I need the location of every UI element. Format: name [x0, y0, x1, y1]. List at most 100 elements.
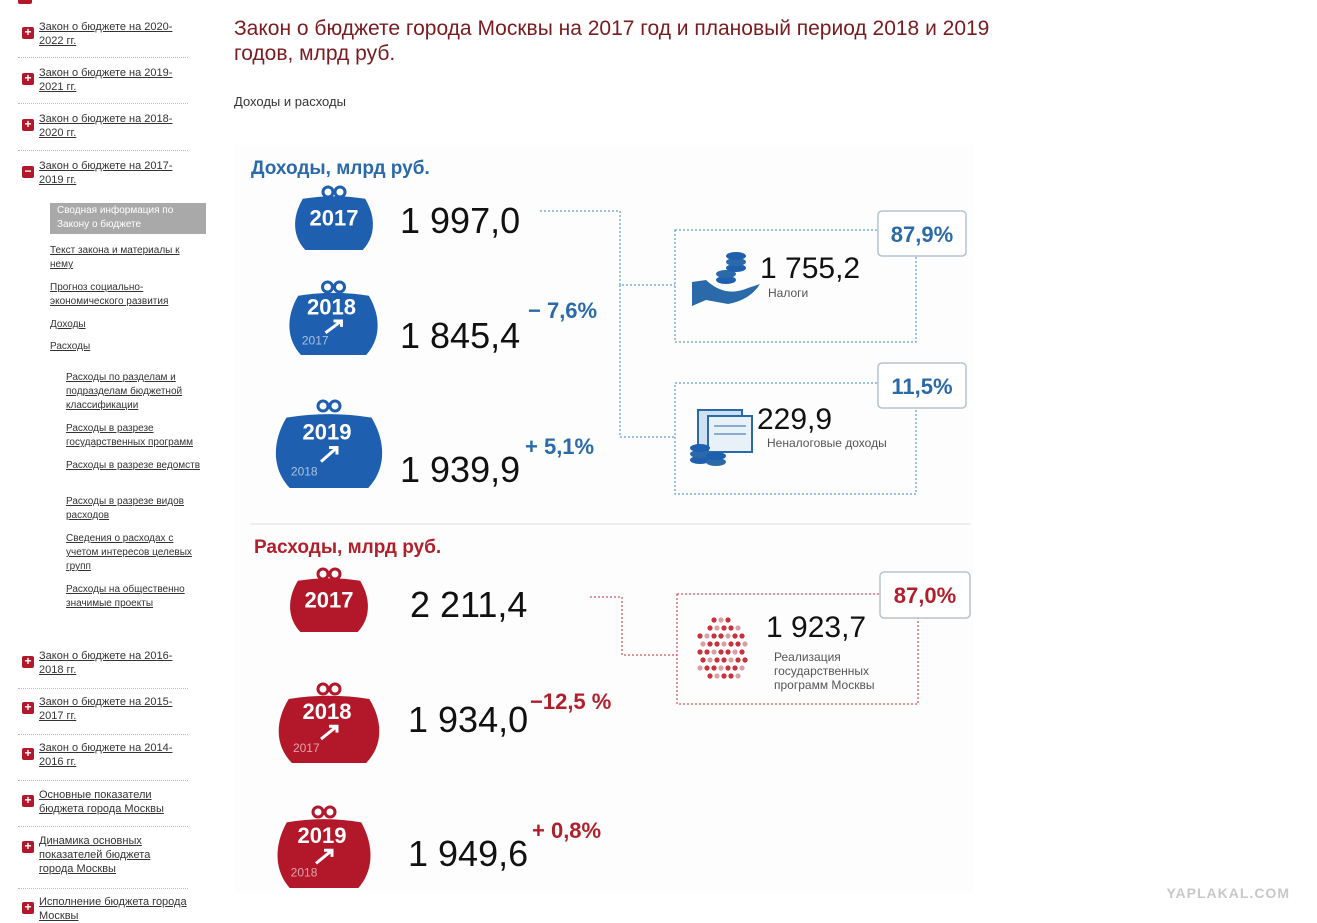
arrow: [320, 724, 339, 741]
submenu-link[interactable]: Расходы в разрезе ведомств: [66, 460, 201, 471]
menu-separator: [18, 150, 188, 151]
expand-icon[interactable]: +: [22, 901, 34, 914]
menu-separator: [18, 826, 188, 827]
menu-separator: [18, 734, 188, 735]
menu-link[interactable]: Закон о бюджете на 2017-2019 гг.: [39, 160, 173, 186]
part-value: 1 755,2: [760, 252, 860, 285]
purse-base-year: 2017: [302, 334, 329, 348]
dot: [721, 657, 727, 663]
watermark: YAPLAKAL.COM: [1167, 885, 1291, 901]
year-change: −12,5 %: [530, 689, 611, 714]
dot: [739, 633, 745, 639]
submenu-link[interactable]: Расходы в разрезе государственных програ…: [66, 423, 194, 448]
dot: [707, 673, 713, 679]
purse: 2017: [295, 185, 373, 250]
dot: [704, 633, 710, 639]
purse-year: 2018: [303, 699, 352, 724]
menu-link[interactable]: Закон о бюджете на 2015-2017 гг.: [39, 696, 173, 722]
expand-icon[interactable]: +: [22, 747, 34, 760]
menu-link[interactable]: Закон о бюджете на 2018-2020 гг.: [39, 113, 173, 139]
expand-icon[interactable]: +: [22, 72, 34, 85]
submenu-link[interactable]: Доходы: [50, 319, 86, 330]
expand-icon[interactable]: +: [22, 26, 34, 39]
submenu-link[interactable]: Расходы по разделам и подразделам бюджет…: [66, 372, 183, 411]
expand-icon[interactable]: +: [22, 655, 34, 668]
menu-icon: [18, 0, 32, 4]
dot: [721, 673, 727, 679]
menu-separator: [18, 888, 188, 889]
dot: [718, 649, 724, 655]
dot: [732, 649, 738, 655]
purse-year: 2017: [310, 206, 359, 231]
dot: [739, 665, 745, 671]
share-box: [877, 362, 967, 409]
dot: [739, 649, 745, 655]
submenu-link[interactable]: Прогноз социально-экономического развити…: [50, 282, 169, 307]
dot: [714, 625, 720, 631]
purse-clasp: [311, 805, 325, 819]
year-value: 1 845,4: [400, 315, 520, 356]
submenu-link[interactable]: Расходы: [50, 341, 91, 352]
purse-year: 2019: [303, 420, 352, 445]
menu-link[interactable]: Динамика основных показателей бюджета го…: [39, 835, 151, 875]
menu-link[interactable]: Исполнение бюджета города Москвы: [39, 896, 187, 922]
menu-separator: [18, 103, 188, 104]
expand-icon[interactable]: +: [22, 794, 34, 807]
dot: [725, 633, 731, 639]
dot: [721, 641, 727, 647]
dot: [725, 649, 731, 655]
dot: [735, 641, 741, 647]
purse: 2018 2017: [289, 280, 378, 355]
menu-link[interactable]: Основные показатели бюджета города Москв…: [39, 789, 164, 815]
menu-link[interactable]: Закон о бюджете на 2014-2016 гг.: [39, 742, 173, 768]
programs-icon: [697, 617, 748, 679]
taxes-icon: [692, 252, 760, 306]
dot: [697, 649, 703, 655]
dot: [700, 657, 706, 663]
dot: [711, 617, 717, 623]
income-title: Доходы, млрд руб.: [251, 158, 430, 179]
share-box: [877, 210, 967, 257]
submenu-link[interactable]: Текст закона и материалы к нему: [50, 245, 180, 270]
submenu-link[interactable]: Сводная информация по Закону о бюджете: [50, 203, 206, 234]
submenu-link[interactable]: Расходы в разрезе видов расходов: [66, 496, 184, 521]
menu-link[interactable]: Закон о бюджете на 2020-2022 гг.: [39, 21, 173, 47]
part-label: Неналоговые доходы: [767, 436, 887, 450]
purse-base-year: 2018: [291, 465, 318, 479]
dot: [711, 665, 717, 671]
dot: [707, 625, 713, 631]
purse-body: [277, 819, 371, 888]
purse-clasp: [323, 805, 337, 819]
expand-icon[interactable]: +: [22, 840, 34, 853]
purse-clasp: [328, 399, 342, 413]
dot: [714, 641, 720, 647]
submenu-link[interactable]: Расходы на общественно значимые проекты: [66, 584, 185, 609]
purse-body: [289, 292, 378, 355]
expand-icon[interactable]: +: [22, 701, 34, 714]
dot: [718, 665, 724, 671]
dot: [725, 617, 731, 623]
nontax-icon: [690, 409, 753, 466]
purse-body: [295, 196, 373, 250]
dot: [704, 665, 710, 671]
arrow: [320, 446, 339, 463]
menu-link[interactable]: Закон о бюджете на 2016-2018 гг.: [39, 650, 173, 676]
menu-link[interactable]: Закон о бюджете на 2019-2021 гг.: [39, 67, 173, 93]
dot: [735, 673, 741, 679]
dot: [697, 665, 703, 671]
year-change: − 7,6%: [528, 298, 597, 323]
purse-clasp: [333, 280, 346, 294]
purse: 2019 2018: [277, 805, 371, 888]
year-value: 2 211,4: [410, 584, 527, 625]
purse-year: 2017: [305, 588, 354, 613]
dot: [718, 633, 724, 639]
expand-icon[interactable]: −: [22, 165, 34, 178]
purse: 2017: [290, 567, 368, 632]
submenu-link[interactable]: Сведения о расходах с учетом интересов ц…: [66, 533, 192, 572]
purse-year: 2018: [307, 294, 356, 319]
share: 87,9%: [891, 222, 953, 247]
expand-icon[interactable]: +: [22, 118, 34, 131]
share: 87,0%: [894, 583, 956, 608]
